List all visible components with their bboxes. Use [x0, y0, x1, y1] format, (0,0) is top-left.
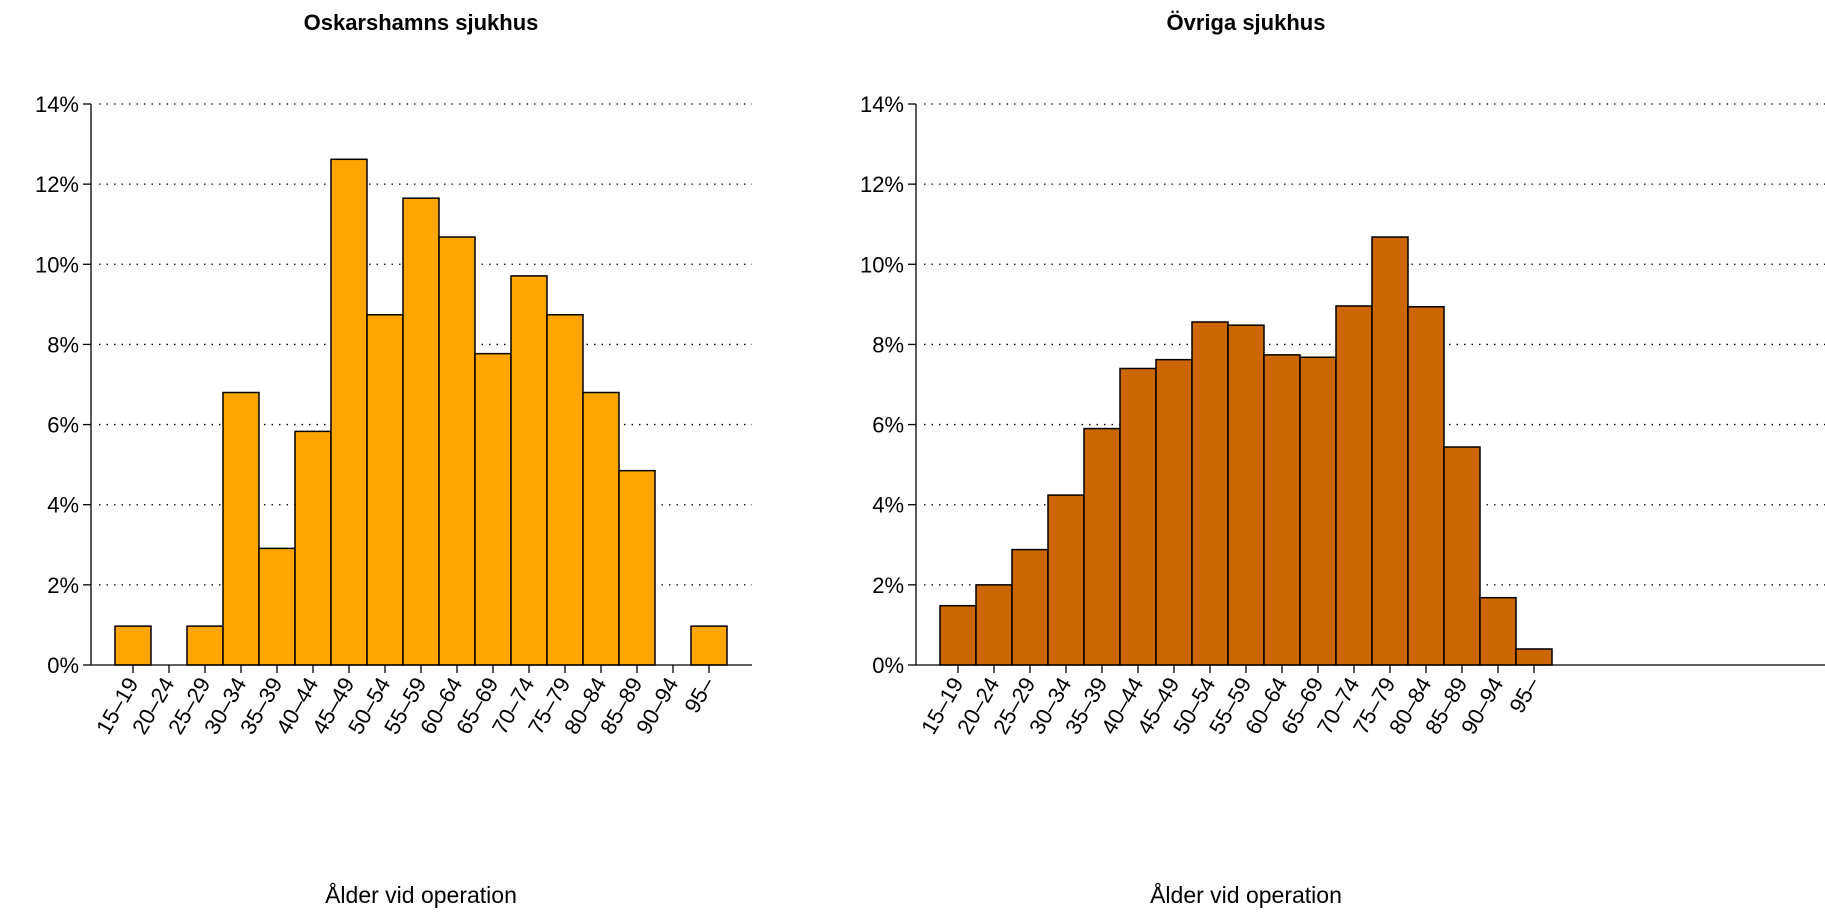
bar: [582, 391, 620, 666]
bar: [1299, 356, 1337, 666]
y-tick-label: 10%: [860, 252, 904, 277]
bar: [330, 158, 368, 666]
y-tick-label: 12%: [860, 172, 904, 197]
y-axis: 0% 2% 4% 6% 8% 10% 12% 14%: [35, 92, 92, 678]
bar: [222, 391, 260, 666]
bar: [1227, 324, 1265, 666]
bar: [618, 469, 656, 666]
bar: [690, 625, 728, 666]
bar: [1371, 236, 1409, 666]
x-tick-label: 95–: [1504, 672, 1544, 717]
y-axis: 0% 2% 4% 6% 8% 10% 12% 14%: [860, 92, 917, 678]
bar: [546, 314, 584, 666]
bar: [294, 430, 332, 666]
y-tick-label: 4%: [47, 493, 79, 518]
y-tick-label: 10%: [35, 252, 79, 277]
bar: [1119, 367, 1157, 666]
y-tick-label: 6%: [47, 413, 79, 438]
chart-title: Övriga sjukhus: [1167, 10, 1326, 35]
y-tick-label: 14%: [35, 92, 79, 117]
x-axis-label: Ålder vid operation: [1150, 881, 1342, 908]
y-tick-label: 8%: [47, 332, 79, 357]
bar: [1083, 427, 1121, 666]
bar: [939, 604, 977, 666]
bar: [402, 197, 440, 666]
x-axis: 15–1920–2425–2930–3435–3940–4445–4950–54…: [91, 665, 720, 738]
bar: [114, 625, 152, 666]
bar: [1479, 596, 1517, 666]
x-axis-label: Ålder vid operation: [325, 881, 517, 908]
y-tick-label: 0%: [872, 653, 904, 678]
bars: [939, 236, 1553, 666]
bar: [1047, 494, 1085, 666]
bar: [1155, 358, 1193, 666]
bar: [1011, 548, 1049, 666]
y-tick-label: 2%: [872, 573, 904, 598]
bar: [1407, 306, 1445, 666]
y-tick-label: 4%: [872, 493, 904, 518]
x-tick-label: 95–: [679, 672, 719, 717]
bar: [1191, 321, 1229, 666]
y-tick-label: 6%: [872, 413, 904, 438]
bars: [114, 158, 728, 666]
y-tick-label: 0%: [47, 653, 79, 678]
chart-title: Oskarshamns sjukhus: [304, 10, 539, 35]
y-tick-label: 8%: [872, 332, 904, 357]
chart-panel-ovriga: Övriga sjukhus 0% 2% 4% 6% 8% 10% 12% 14% 15–1920…: [860, 10, 1825, 908]
y-tick-label: 2%: [47, 573, 79, 598]
bar: [366, 314, 404, 666]
bar: [474, 352, 512, 666]
bar: [1515, 648, 1553, 666]
bar: [258, 547, 296, 666]
bar: [1263, 354, 1301, 666]
bar: [1443, 446, 1481, 666]
x-axis: 15–1920–2425–2930–3435–3940–4445–4950–54…: [916, 665, 1545, 738]
bar: [186, 625, 224, 666]
bar: [510, 275, 548, 666]
y-tick-label: 12%: [35, 172, 79, 197]
chart-panel-oskarshamn: Oskarshamns sjukhus 0% 2% 4% 6% 8% 10% 12% 14% 15…: [35, 10, 752, 908]
bar: [1335, 305, 1373, 666]
bar: [975, 584, 1013, 666]
bar: [438, 236, 476, 666]
y-tick-label: 14%: [860, 92, 904, 117]
